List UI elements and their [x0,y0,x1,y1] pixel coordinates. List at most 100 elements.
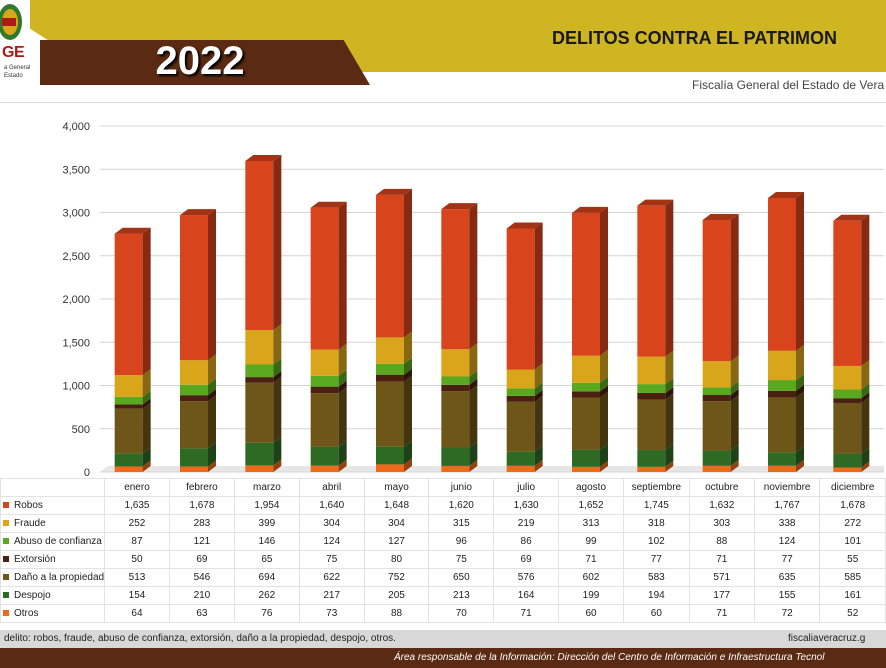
bar-segment [441,385,478,448]
legend-entry: Extorsión [0,550,106,569]
x-tick-label: enero [104,478,170,497]
legend-entry: Otros [0,604,106,623]
table-row: Fraude 252 283 399 304 304 315 219 313 318 303 338 2… [0,514,886,533]
y-tick-label: 3,000 [62,208,90,220]
table-header-row: enero febrero marzo abril mayo junio julio agos… [0,478,886,497]
bar-segment [310,459,347,472]
bar-segment [702,459,739,472]
bar-segment [702,444,739,466]
data-label: 60 [558,604,624,623]
data-label: 1,678 [168,496,235,515]
data-label: 338 [753,514,821,533]
chart-floor [100,466,884,472]
data-label: 155 [753,586,821,605]
y-tick-label: 3,500 [62,164,90,176]
page-subtitle: Fiscalía General del Estado de Vera [692,78,885,92]
data-label: 164 [493,586,560,605]
data-label: 199 [558,586,624,605]
bar-segment [376,440,412,465]
legend-swatch [3,610,9,617]
table-row: Daño a la propiedad 513 546 694 622 752 650 576… [0,568,886,587]
bar-segment [506,445,543,466]
bar-segment [180,209,216,361]
x-tick-label: marzo [233,478,300,497]
footer-website[interactable]: fiscaliaveracruz.g [788,633,866,644]
data-label: 77 [623,550,690,569]
bar-segment [833,396,870,454]
bar-segment [180,354,216,385]
data-label: 1,632 [688,496,755,515]
data-label: 399 [233,514,300,533]
bar-segment [376,368,412,382]
bar-top [180,209,216,216]
data-label: 64 [104,604,170,623]
bar-segment [637,386,674,400]
bar-top [245,154,282,161]
bar-segment [310,343,347,376]
logo: GE a General Estado [0,0,36,84]
bar-segment [833,447,870,468]
data-label: 127 [363,532,430,551]
data-label: 252 [104,514,170,533]
bar-segment [572,206,608,356]
data-label: 75 [428,550,495,569]
table-row: Robos 1,635 1,678 1,954 1,640 1,648 1,620 1,630… [0,496,886,515]
table-corner [0,478,106,497]
bar-segment [768,391,804,453]
data-label: 1,640 [298,496,365,515]
seal-icon [0,4,22,40]
bar-segment [114,227,151,376]
footer-dark-band [0,648,886,668]
data-label: 313 [558,514,624,533]
legend-label: Otros [14,608,39,619]
data-label: 304 [298,514,365,533]
bar-segment [245,323,282,365]
bar-top [376,188,412,195]
bar-segment [833,392,870,403]
data-label: 69 [168,550,235,569]
bar-segment [376,331,412,364]
data-label: 55 [819,550,886,569]
bar-segment [768,384,804,398]
data-label: 65 [233,550,300,569]
bar-segment [245,459,282,472]
bar-segment [441,370,478,385]
legend-entry: Daño a la propiedad [0,568,106,587]
bar-segment [441,343,478,377]
data-label: 318 [623,514,690,533]
data-label: 72 [753,604,821,623]
data-label: 70 [428,604,495,623]
data-label: 80 [363,550,430,569]
bar-segment [702,214,739,362]
bar-segment [180,389,216,402]
logo-caption-line-2: Estado [4,73,23,79]
bar-segment [833,461,870,472]
y-tick-label: 2,500 [62,251,90,263]
bar-top [506,222,543,229]
bar-top [702,214,739,221]
y-tick-label: 4,000 [62,121,90,133]
table-row: Otros 64 63 76 73 88 70 71 60 60 71 72 52 [0,604,886,623]
data-label: 1,678 [819,496,886,515]
data-label: 602 [558,568,624,587]
bar-segment [768,344,804,381]
bar-segment [245,358,282,378]
data-label: 1,745 [623,496,690,515]
bar-segment [572,443,608,467]
bar-segment [572,376,608,392]
bar-segment [833,359,870,390]
data-label: 63 [168,604,235,623]
bar-segment [310,387,347,447]
legend-label: Fraude [14,518,46,529]
data-label: 71 [688,550,755,569]
bar-segment [245,376,282,443]
data-label: 88 [688,532,755,551]
x-tick-label: febrero [168,478,235,497]
data-label: 262 [233,586,300,605]
data-label: 52 [819,604,886,623]
data-label: 213 [428,586,495,605]
x-tick-label: junio [428,478,495,497]
data-label: 161 [819,586,886,605]
bar-segment [114,398,151,409]
data-label: 71 [493,604,560,623]
